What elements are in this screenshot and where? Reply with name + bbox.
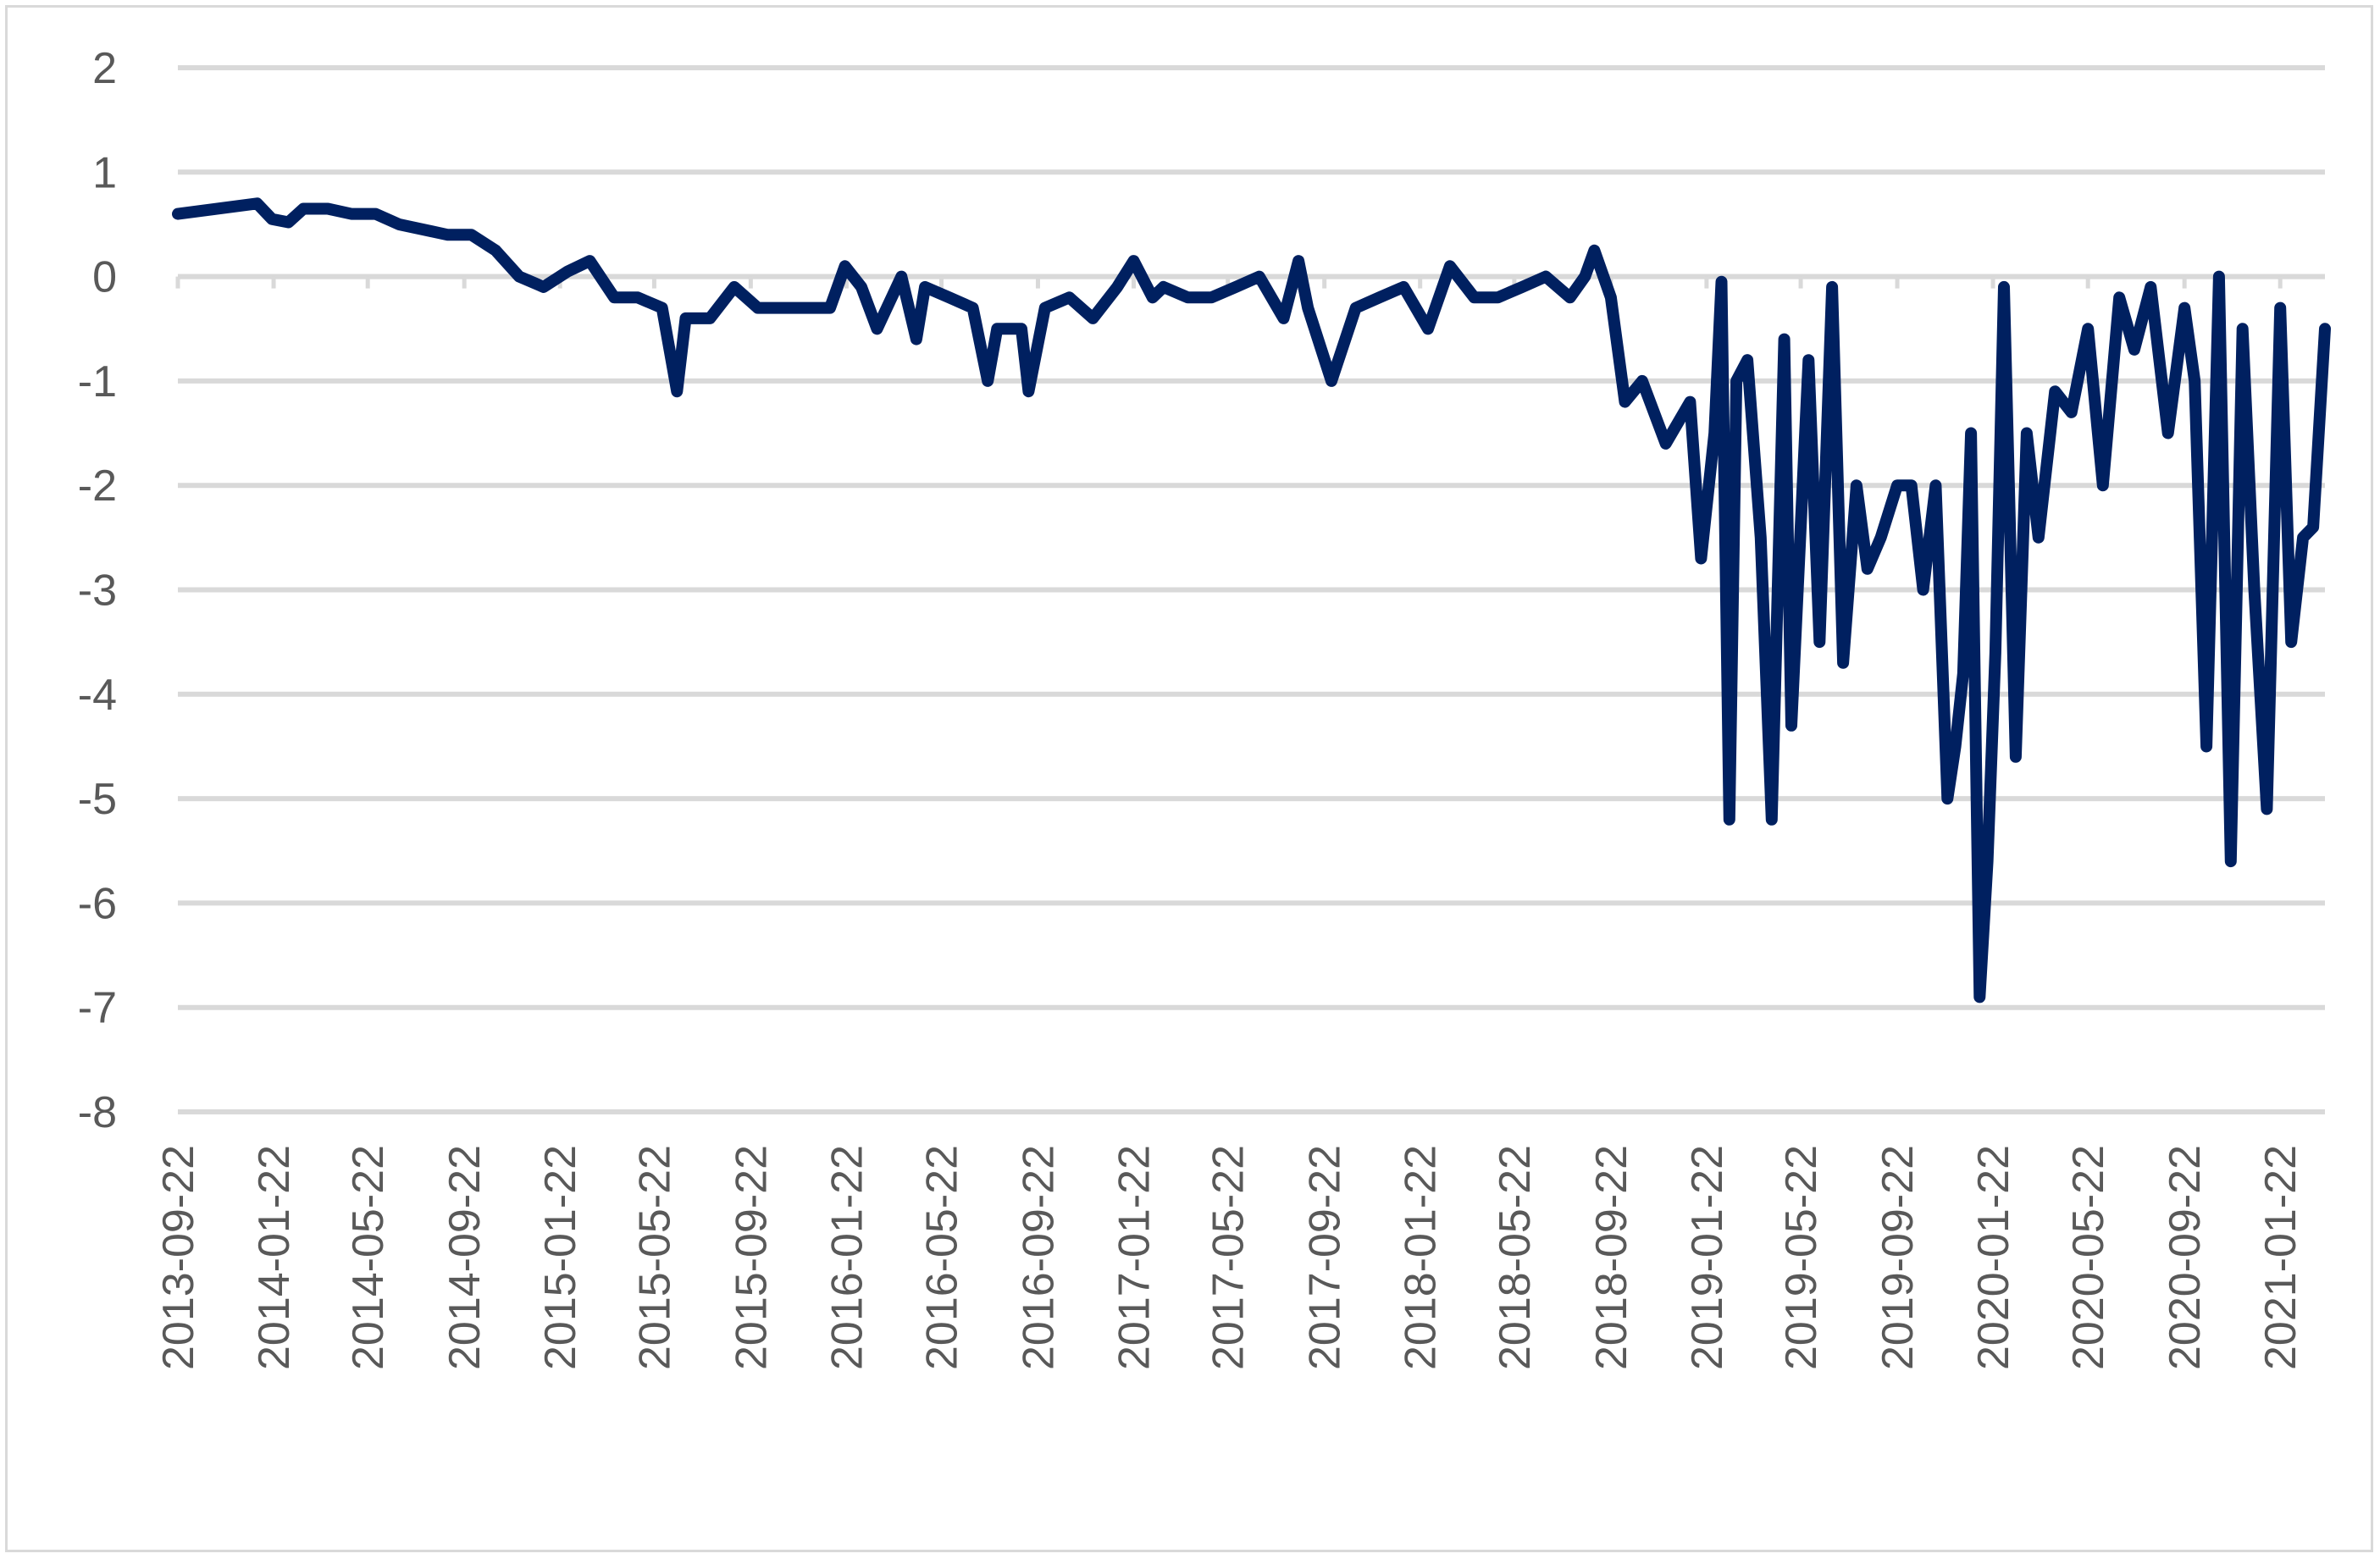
y-tick-label: -1	[78, 357, 117, 406]
x-tick-label: 2018-09-22	[1587, 1145, 1636, 1370]
x-tick-label: 2017-01-22	[1110, 1145, 1160, 1370]
x-tick-label: 2018-01-22	[1397, 1145, 1446, 1370]
y-tick-label: 1	[92, 148, 117, 197]
y-tick-label: -3	[78, 567, 117, 616]
x-tick-label: 2016-05-22	[918, 1145, 967, 1370]
x-tick-label: 2017-05-22	[1204, 1145, 1254, 1370]
y-tick-label: -8	[78, 1088, 117, 1137]
x-tick-label: 2015-09-22	[727, 1145, 776, 1370]
y-tick-label: -2	[78, 462, 117, 511]
y-tick-label: -6	[78, 879, 117, 928]
x-axis-ticks: 2013-09-22 2014-01-22 2014-05-22 2014-09-22…	[154, 1145, 2305, 1370]
x-tick-label: 2020-01-22	[1969, 1145, 2018, 1370]
y-tick-label: -5	[78, 775, 117, 824]
x-tick-label: 2019-09-22	[1874, 1145, 1923, 1370]
x-tick-label: 2016-01-22	[822, 1145, 872, 1370]
x-tick-label: 2017-09-22	[1301, 1145, 1350, 1370]
x-tick-label: 2013-09-22	[154, 1145, 203, 1370]
x-tick-label: 2019-01-22	[1683, 1145, 1732, 1370]
y-tick-label: -4	[78, 671, 117, 720]
y-tick-label: 2	[92, 44, 117, 93]
series-line	[172, 197, 2331, 1003]
y-axis-ticks: 2 1 0 -1 -2 -3 -4 -5 -6 -7 -8	[78, 44, 117, 1137]
x-tick-label: 2016-09-22	[1014, 1145, 1063, 1370]
x-tick-label: 2014-05-22	[344, 1145, 393, 1370]
y-tick-label: -7	[78, 984, 117, 1033]
x-tick-label: 2020-05-22	[2064, 1145, 2113, 1370]
x-tick-label: 2014-09-22	[440, 1145, 490, 1370]
gridlines	[178, 65, 2325, 1114]
x-tick-label: 2015-05-22	[630, 1145, 679, 1370]
x-tick-label: 2020-09-22	[2161, 1145, 2210, 1370]
y-tick-label: 0	[92, 253, 117, 302]
x-tick-label: 2014-01-22	[250, 1145, 299, 1370]
x-tick-label: 2021-01-22	[2256, 1145, 2305, 1370]
series-layer	[172, 197, 2331, 1003]
x-tick-label: 2019-05-22	[1777, 1145, 1826, 1370]
x-tick-label: 2015-01-22	[536, 1145, 585, 1370]
x-tick-label: 2018-05-22	[1491, 1145, 1540, 1370]
